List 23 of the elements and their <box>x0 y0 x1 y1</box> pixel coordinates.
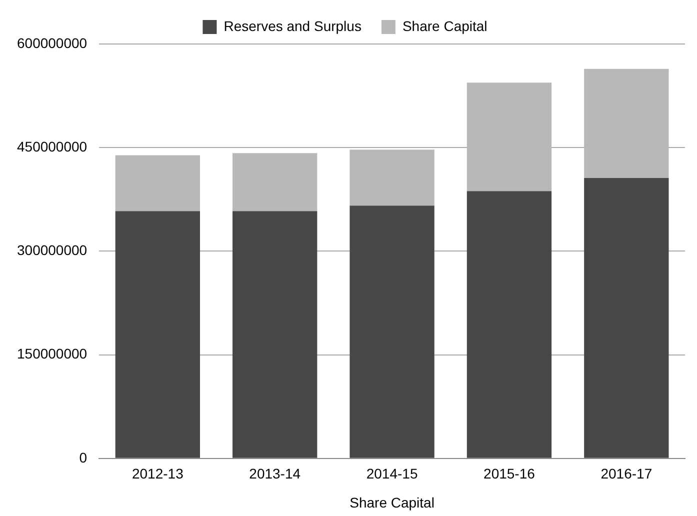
x-tick-label: 2013-14 <box>249 466 301 482</box>
y-tick-label: 600000000 <box>16 34 88 51</box>
y-tick-label: 0 <box>79 449 88 466</box>
bar <box>466 191 552 458</box>
bar <box>232 211 318 458</box>
legend-label: Reserves and Surplus <box>224 18 362 34</box>
bar <box>466 82 552 192</box>
y-tick-label: 150000000 <box>16 346 88 362</box>
bar <box>232 153 318 212</box>
x-tick-label: 2015-16 <box>484 466 536 482</box>
y-tick-label: 450000000 <box>16 138 88 154</box>
x-tick-label: 2014-15 <box>366 466 418 482</box>
bar <box>115 155 200 212</box>
bar <box>584 178 669 458</box>
bar <box>350 206 434 458</box>
x-tick-label: 2016-17 <box>600 466 652 482</box>
bar <box>350 150 434 206</box>
y-tick-label: 300000000 <box>16 242 88 258</box>
legend-label: Share Capital <box>402 18 488 34</box>
bar <box>115 211 200 458</box>
x-tick-label: 2012-13 <box>132 466 184 482</box>
x-axis-title: Share Capital <box>350 494 434 510</box>
bar <box>584 68 669 178</box>
